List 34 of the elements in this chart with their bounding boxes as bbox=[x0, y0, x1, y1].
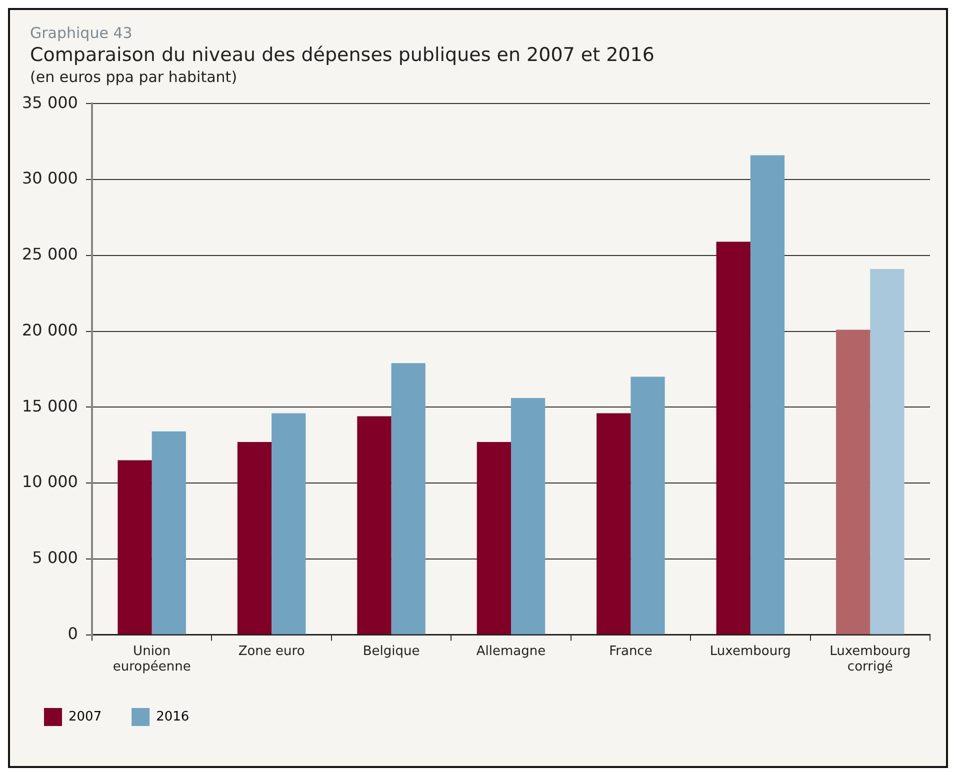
y-tick-label: 0 bbox=[68, 624, 78, 643]
bar bbox=[118, 460, 152, 634]
y-tick-label: 25 000 bbox=[22, 244, 78, 264]
chart-subtitle: (en euros ppa par habitant) bbox=[30, 68, 238, 86]
y-tick-label: 10 000 bbox=[22, 472, 78, 492]
y-tick-label: 30 000 bbox=[22, 168, 78, 188]
x-tick-label: France bbox=[609, 644, 652, 659]
bar bbox=[836, 330, 870, 634]
text: Graphique 43 bbox=[30, 24, 134, 42]
y-tick-label: 20 000 bbox=[22, 320, 78, 340]
chart-title: Comparaison du niveau des dépenses publiques en 2007 et 2016 bbox=[30, 44, 656, 66]
bar bbox=[510, 398, 546, 634]
bar bbox=[391, 363, 426, 634]
y-tick-label: 35 000 bbox=[22, 92, 78, 112]
x-tick-label: Allemagne bbox=[476, 644, 546, 659]
bar bbox=[476, 442, 511, 634]
bar bbox=[596, 413, 631, 634]
bar bbox=[870, 269, 904, 634]
legend-label: 2016 bbox=[156, 709, 190, 724]
bar bbox=[630, 376, 665, 634]
bar bbox=[237, 442, 272, 634]
x-tick-label: Belgique bbox=[362, 644, 420, 659]
bar bbox=[357, 416, 392, 634]
x-tick-label: Union européenne bbox=[112, 644, 191, 675]
bar bbox=[152, 431, 186, 634]
y-tick-label: 5 000 bbox=[32, 548, 78, 568]
x-tick-label: Zone euro bbox=[238, 644, 305, 659]
legend-label: 2007 bbox=[68, 709, 102, 724]
x-tick-label: Luxembourg corrigé bbox=[830, 644, 911, 675]
x-tick-label: Luxembourg bbox=[710, 644, 791, 659]
y-tick-label: 15 000 bbox=[22, 396, 78, 416]
bar bbox=[272, 413, 306, 634]
bar bbox=[750, 155, 785, 634]
bar bbox=[716, 242, 750, 634]
